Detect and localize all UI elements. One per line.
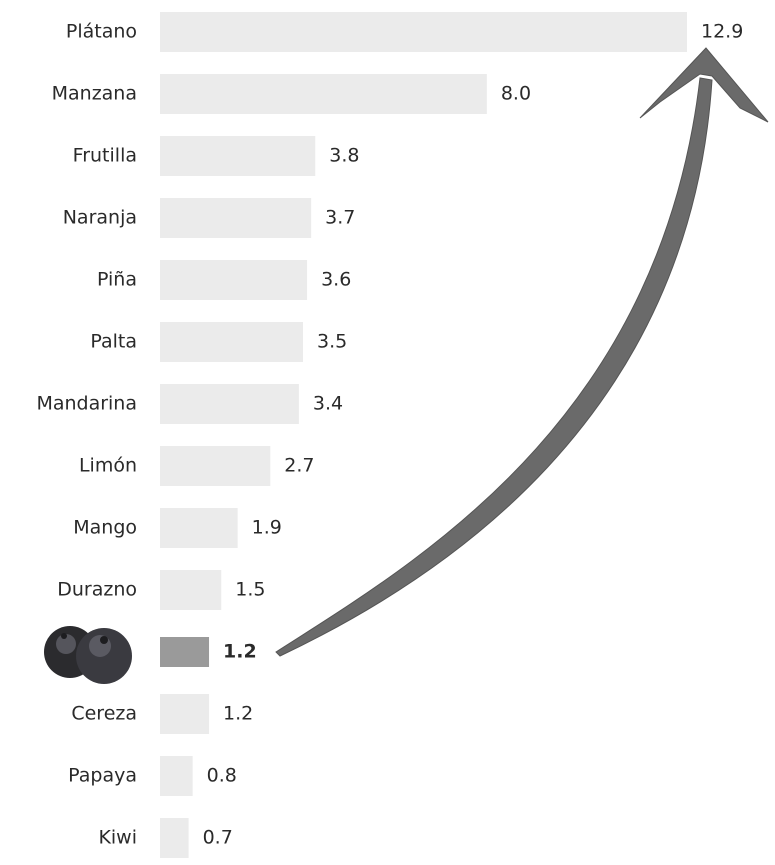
category-label: Piña — [97, 269, 137, 291]
value-label: 12.9 — [701, 21, 743, 43]
value-label: 8.0 — [501, 83, 531, 105]
arrow — [275, 47, 769, 657]
value-label: 3.6 — [321, 269, 351, 291]
category-label: Naranja — [63, 207, 137, 229]
blueberry-icon — [44, 626, 132, 684]
category-label: Manzana — [52, 83, 137, 105]
bar — [160, 508, 238, 548]
bar — [160, 384, 299, 424]
category-label: Mango — [73, 517, 137, 539]
value-label: 3.5 — [317, 331, 347, 353]
category-label: Kiwi — [98, 827, 137, 849]
category-label: Limón — [79, 455, 137, 477]
value-label: 1.2 — [223, 703, 253, 725]
value-label: 3.7 — [325, 207, 355, 229]
value-label: 0.8 — [207, 765, 237, 787]
category-label: Durazno — [57, 579, 137, 601]
category-label: Frutilla — [73, 145, 137, 167]
bar — [160, 198, 312, 238]
bar — [160, 136, 316, 176]
bar — [160, 756, 193, 796]
bar — [160, 818, 189, 858]
value-label: 1.5 — [235, 579, 265, 601]
bar — [160, 446, 271, 486]
category-label: Plátano — [66, 21, 137, 43]
category-label: Papaya — [68, 765, 137, 787]
value-label: 1.2 — [223, 641, 257, 663]
value-label: 3.8 — [329, 145, 359, 167]
category-label: Cereza — [71, 703, 137, 725]
bar — [160, 322, 303, 362]
bar — [160, 637, 210, 667]
bar — [160, 260, 308, 300]
value-label: 1.9 — [252, 517, 282, 539]
value-label: 2.7 — [284, 455, 314, 477]
value-label: 3.4 — [313, 393, 343, 415]
bar — [160, 12, 687, 52]
bar — [160, 74, 487, 114]
value-label: 0.7 — [203, 827, 233, 849]
bar — [160, 570, 222, 610]
category-label: Mandarina — [36, 393, 137, 415]
bar — [160, 694, 210, 734]
category-label: Palta — [90, 331, 137, 353]
